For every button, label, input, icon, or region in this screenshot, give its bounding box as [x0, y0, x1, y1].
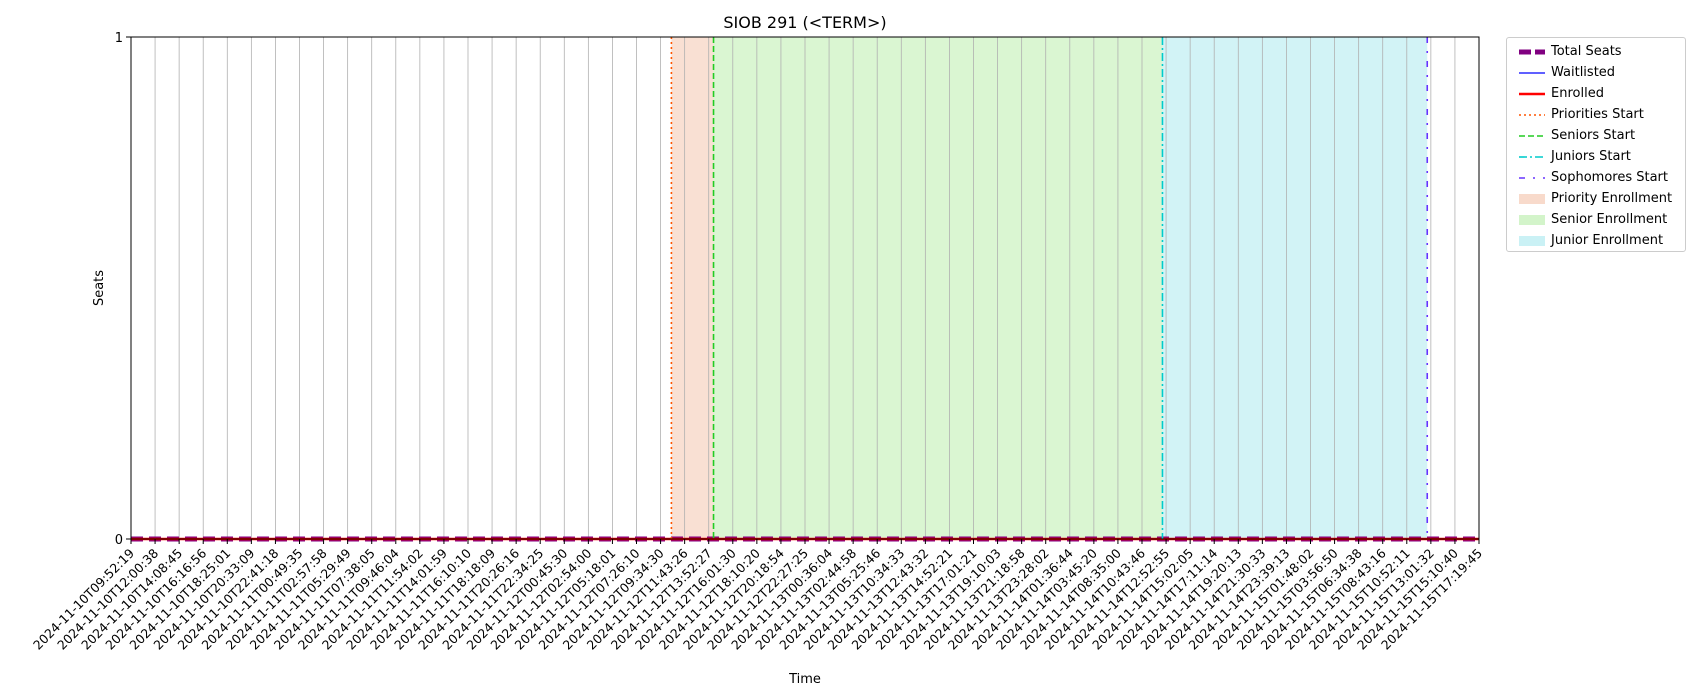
span-2 — [1162, 37, 1428, 539]
legend-label: Sophomores Start — [1551, 170, 1668, 185]
span-1 — [713, 37, 1163, 539]
legend-swatch — [1519, 194, 1545, 204]
legend-item: Priority Enrollment — [1507, 189, 1687, 209]
legend-item: Waitlisted — [1507, 63, 1687, 83]
legend-item: Enrolled — [1507, 84, 1687, 104]
x-axis-label: Time — [788, 672, 821, 687]
legend-swatch — [1519, 156, 1545, 158]
legend-label: Seniors Start — [1551, 128, 1636, 143]
legend-swatch — [1519, 72, 1545, 74]
legend-label: Juniors Start — [1551, 149, 1631, 164]
legend-item: Priorities Start — [1507, 105, 1687, 125]
y-axis-ticks: 01 — [115, 31, 131, 548]
span-0 — [671, 37, 714, 539]
legend-swatch — [1519, 135, 1545, 137]
legend-label: Priority Enrollment — [1551, 191, 1673, 206]
legend-label: Junior Enrollment — [1551, 233, 1664, 248]
legend-swatch — [1519, 215, 1545, 225]
chart-title: SIOB 291 (<TERM>) — [723, 13, 886, 32]
legend: Total Seats Waitlisted Enrolled Priorities … — [1506, 37, 1686, 252]
x-axis-ticks: 2024-11-10T09:52:192024-11-10T12:00:3820… — [30, 539, 1485, 653]
ytick-label-1: 1 — [115, 31, 123, 46]
y-axis-label: Seats — [92, 270, 107, 306]
legend-item: Total Seats — [1507, 42, 1687, 62]
enrollment-spans — [671, 37, 1428, 539]
legend-swatch-rect — [1519, 215, 1545, 225]
ytick-label-0: 0 — [115, 533, 123, 548]
legend-swatch-rect — [1519, 194, 1545, 204]
legend-label: Enrolled — [1551, 86, 1604, 101]
legend-swatch — [1519, 177, 1545, 179]
legend-label: Total Seats — [1551, 44, 1622, 59]
legend-swatch — [1519, 92, 1545, 96]
legend-swatch — [1519, 114, 1545, 116]
legend-label: Priorities Start — [1551, 107, 1644, 122]
legend-item: Seniors Start — [1507, 126, 1687, 146]
legend-label: Senior Enrollment — [1551, 212, 1668, 227]
legend-swatch — [1519, 49, 1545, 55]
vertical-gridlines — [130, 37, 1480, 539]
legend-item: Sophomores Start — [1507, 168, 1687, 188]
phase-markers — [670, 37, 1429, 539]
legend-swatch — [1519, 236, 1545, 246]
legend-item: Juniors Start — [1507, 147, 1687, 167]
legend-item: Senior Enrollment — [1507, 210, 1687, 230]
legend-label: Waitlisted — [1551, 65, 1616, 80]
legend-swatch-rect — [1519, 236, 1545, 246]
legend-item: Junior Enrollment — [1507, 231, 1687, 251]
